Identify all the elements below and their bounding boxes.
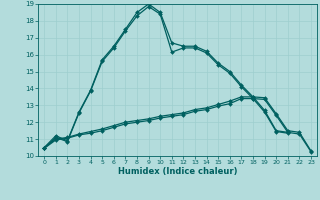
- X-axis label: Humidex (Indice chaleur): Humidex (Indice chaleur): [118, 167, 237, 176]
